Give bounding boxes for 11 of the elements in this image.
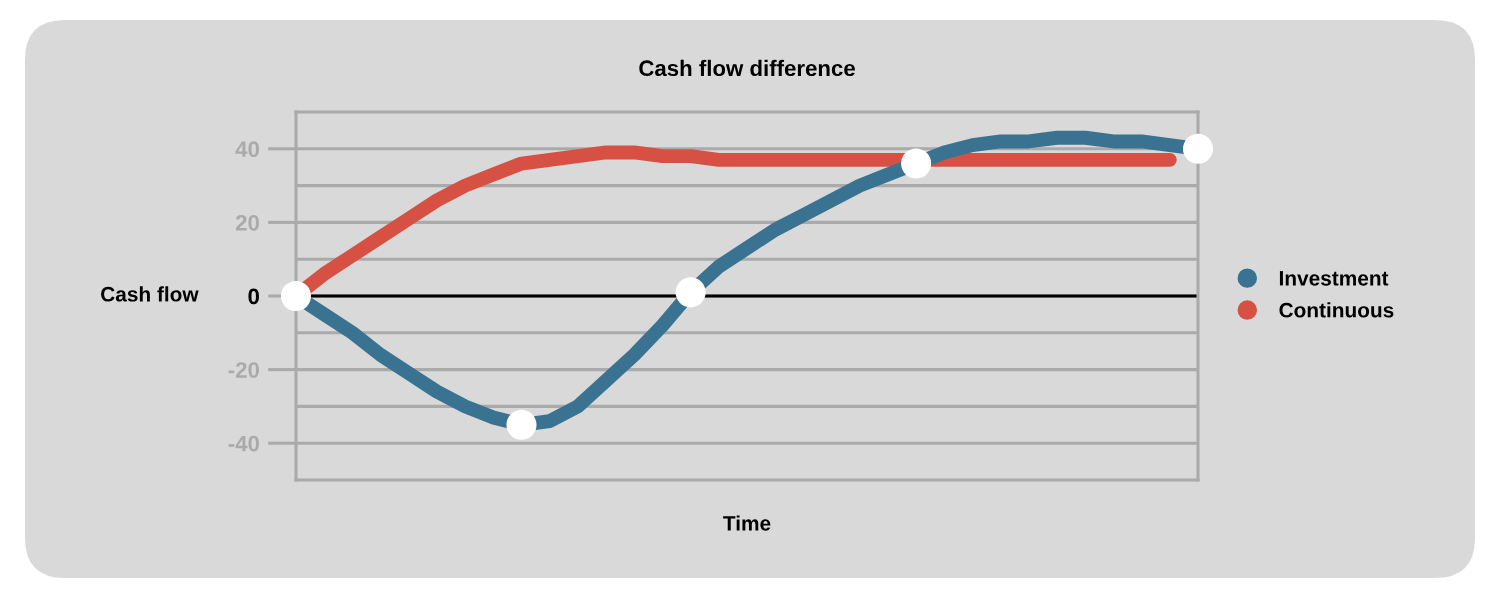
- legend-label: Investment: [1279, 271, 1389, 286]
- y-axis-title: Cash flow: [101, 286, 199, 302]
- point: [901, 148, 932, 179]
- point: [1182, 133, 1214, 164]
- chart-title: Cash flow difference: [639, 59, 855, 77]
- point: [506, 409, 537, 440]
- point: [280, 280, 312, 312]
- x-axis-title: Time: [723, 515, 771, 531]
- legend-label: Continuous: [1279, 302, 1394, 318]
- point: [675, 277, 706, 308]
- y-tick-label: 0: [248, 288, 259, 305]
